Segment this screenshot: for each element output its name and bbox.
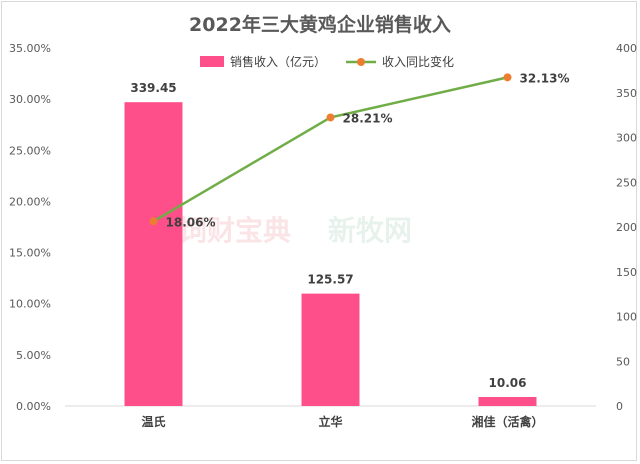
y-left-tick-label: 25.00% <box>9 144 51 157</box>
legend-line-marker <box>357 58 365 66</box>
legend: 销售收入（亿元） 收入同比变化 <box>200 54 454 69</box>
watermarks: 饲财宝典 新牧网 <box>178 214 412 247</box>
y-right-tick-label: 400 <box>616 42 637 55</box>
bar-series <box>124 102 537 406</box>
line-value-label: 18.06% <box>166 215 216 229</box>
bar <box>124 102 183 406</box>
y-right-tick-label: 50 <box>616 355 630 368</box>
y-right-tick-label: 150 <box>616 266 637 279</box>
line-point <box>326 113 335 122</box>
bar <box>478 396 537 406</box>
y-left-tick-label: 5.00% <box>16 349 51 362</box>
bar-value-label: 339.45 <box>130 81 176 95</box>
y-left-tick-label: 15.00% <box>9 247 51 260</box>
line-series <box>149 73 512 226</box>
line-point <box>149 217 158 226</box>
x-category-label: 温氏 <box>141 414 165 429</box>
bar <box>301 293 360 406</box>
legend-bar-label: 销售收入（亿元） <box>230 54 326 69</box>
y-left-tick-label: 10.00% <box>9 298 51 311</box>
line-path <box>152 76 508 223</box>
legend-line-label: 收入同比变化 <box>382 54 454 69</box>
watermark-text: 新牧网 <box>328 214 412 247</box>
line-value-label: 28.21% <box>343 111 393 125</box>
chart-title: 2022年三大黄鸡企业销售收入 <box>189 14 451 36</box>
y-right-tick-label: 250 <box>616 176 637 189</box>
line-point <box>503 73 512 82</box>
y-left-tick-label: 30.00% <box>9 93 51 106</box>
y-left-tick-label: 0.00% <box>16 400 51 413</box>
y-right-tick-label: 300 <box>616 132 637 145</box>
watermark-text: 饲财宝典 <box>178 214 291 247</box>
y-right-tick-label: 0 <box>616 400 623 413</box>
y-right-tick-label: 200 <box>616 221 637 234</box>
x-category-label: 立华 <box>318 414 342 429</box>
axes: 0.00% 5.00% 10.00% 15.00% 20.00% 25.00% 30.00%… <box>9 42 637 429</box>
data-labels: 339.45 125.57 10.06 18.06% 28.21% 32.13% <box>130 71 569 390</box>
y-right-tick-label: 100 <box>616 311 637 324</box>
legend-bar-swatch <box>200 56 224 67</box>
y-left-tick-label: 20.00% <box>9 195 51 208</box>
bar-value-label: 125.57 <box>307 273 353 287</box>
bar-value-label: 10.06 <box>489 376 527 390</box>
y-left-tick-label: 35.00% <box>9 42 51 55</box>
y-right-tick-label: 350 <box>616 87 637 100</box>
x-category-label: 湘佳（活禽） <box>471 414 543 429</box>
line-value-label: 32.13% <box>520 71 570 85</box>
